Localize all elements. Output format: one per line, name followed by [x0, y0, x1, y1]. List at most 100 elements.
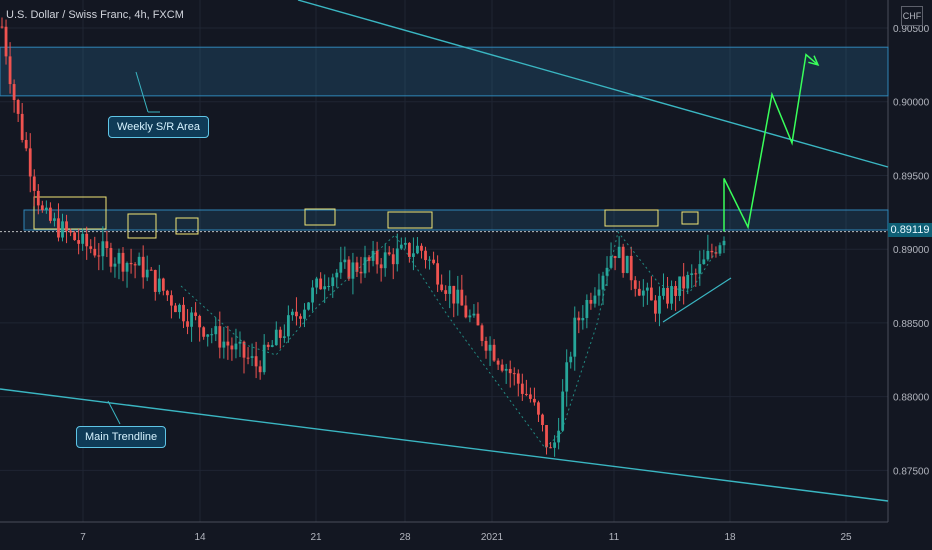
- highlight-box: [304, 208, 336, 226]
- candle-body: [448, 285, 452, 294]
- candle-body: [573, 317, 577, 357]
- candle-body: [508, 368, 512, 374]
- candle-body: [516, 373, 520, 384]
- candle-body: [722, 240, 726, 246]
- candle-body: [230, 345, 234, 350]
- currency-box: CHF: [901, 6, 923, 26]
- candle-body: [153, 269, 157, 292]
- candle-body: [436, 263, 440, 285]
- candle-body: [403, 242, 407, 245]
- candle-body: [355, 262, 359, 272]
- candle-body: [121, 252, 125, 272]
- candle-body: [343, 259, 347, 263]
- candle-body: [274, 329, 278, 346]
- candle-body: [416, 245, 419, 254]
- y-tick-label: 0.88500: [893, 319, 930, 330]
- x-tick-label: 11: [609, 532, 620, 543]
- candle-body: [141, 256, 145, 278]
- candle-body: [351, 262, 355, 279]
- candle-body: [524, 393, 528, 395]
- candle-body: [504, 368, 508, 371]
- candle-body: [690, 273, 694, 275]
- candle-body: [367, 257, 371, 261]
- candle-body: [710, 250, 714, 253]
- trend-callout-line: [107, 400, 121, 425]
- candle-body: [520, 383, 524, 394]
- trend-label: Main Trendline: [76, 426, 167, 448]
- candle-body: [420, 245, 423, 251]
- candle-body: [569, 356, 573, 363]
- candle-body: [101, 241, 105, 257]
- candle-body: [202, 327, 206, 337]
- candle-body: [170, 295, 173, 306]
- candle-body: [327, 286, 331, 288]
- candle-body: [250, 356, 254, 358]
- candle-body: [24, 139, 28, 149]
- y-tick-label: 0.90000: [893, 98, 930, 109]
- candle-body: [658, 295, 661, 314]
- candle-body: [28, 148, 32, 177]
- candle-body: [218, 326, 222, 348]
- candle-body: [452, 285, 456, 304]
- candle-body: [137, 256, 141, 266]
- candle-body: [460, 289, 464, 306]
- candle-body: [57, 218, 60, 238]
- candle-body: [662, 287, 665, 296]
- candle-body: [407, 242, 411, 257]
- x-tick-label: 28: [399, 532, 411, 543]
- highlight-box: [681, 211, 699, 225]
- candle-body: [234, 343, 238, 350]
- sr-label: Weekly S/R Area: [108, 116, 209, 138]
- candle-body: [428, 259, 431, 261]
- candle-body: [295, 311, 298, 317]
- candle-body: [97, 255, 101, 257]
- y-tick-label: 0.89500: [893, 171, 930, 182]
- ascending-support-line: [662, 277, 732, 323]
- weekly-sr-zone: [0, 46, 889, 97]
- candle-body: [145, 269, 149, 278]
- candle-body: [682, 276, 686, 289]
- candle-body: [641, 290, 645, 296]
- candle-body: [347, 259, 351, 279]
- candle-body: [339, 262, 343, 273]
- candle-body: [387, 252, 391, 255]
- candle-body: [654, 300, 657, 314]
- candle-body: [36, 190, 40, 206]
- candle-body: [53, 218, 56, 221]
- candle-body: [174, 305, 177, 313]
- candle-body: [371, 250, 375, 261]
- candle-body: [541, 414, 544, 426]
- candle-body: [617, 246, 621, 259]
- candle-body: [49, 207, 52, 221]
- candle-body: [81, 233, 85, 244]
- candle-body: [629, 255, 633, 281]
- candle-body: [561, 391, 565, 431]
- candle-body: [678, 276, 682, 296]
- candle-body: [222, 341, 226, 348]
- candle-body: [557, 430, 561, 443]
- candle-body: [40, 205, 44, 211]
- candle-body: [605, 267, 609, 276]
- candle-body: [129, 262, 133, 265]
- candle-body: [649, 287, 653, 301]
- candle-body: [335, 272, 339, 278]
- candle-body: [391, 254, 395, 265]
- candle-body: [105, 241, 109, 249]
- candle-body: [186, 321, 189, 327]
- candle-body: [472, 313, 476, 316]
- candle-body: [379, 264, 383, 269]
- candle-body: [553, 442, 556, 448]
- candle-body: [375, 250, 379, 265]
- candle-body: [282, 336, 286, 338]
- candle-body: [670, 286, 673, 304]
- candle-body: [666, 287, 669, 304]
- candle-body: [157, 278, 161, 292]
- candle-body: [331, 277, 335, 287]
- x-tick-label: 25: [840, 532, 852, 543]
- candle-body: [528, 394, 532, 399]
- y-tick-label: 0.90500: [893, 24, 930, 35]
- y-tick-label: 0.88000: [893, 393, 930, 404]
- candle-body: [262, 344, 266, 373]
- candle-body: [412, 253, 415, 257]
- candle-body: [424, 250, 427, 261]
